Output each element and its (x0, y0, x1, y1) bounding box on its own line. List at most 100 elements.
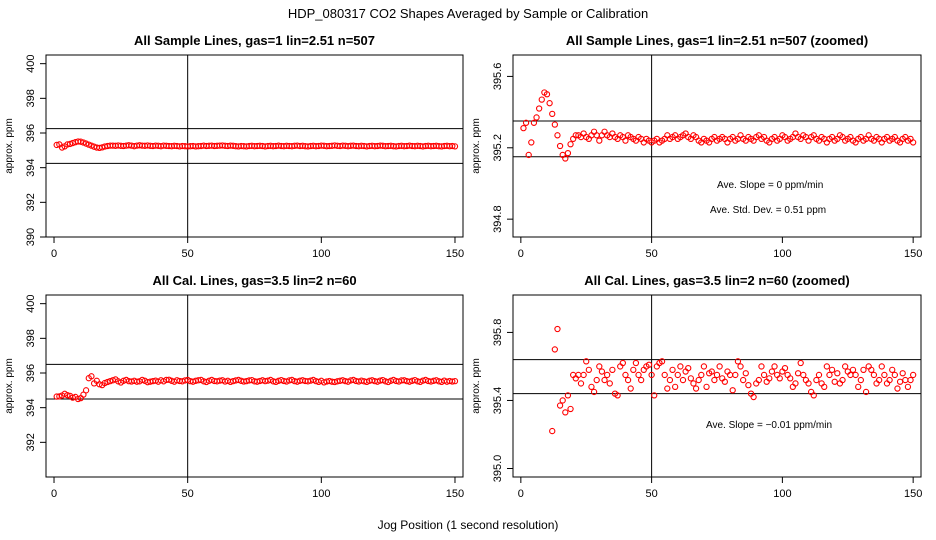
data-point (449, 142, 456, 150)
data-point (721, 378, 728, 385)
y-tick-label: 395.4 (492, 387, 504, 415)
x-tick-label: 50 (645, 248, 657, 260)
y-tick-label: 400 (25, 294, 37, 312)
x-tick-label: 0 (518, 488, 524, 500)
data-point (672, 383, 679, 391)
data-point (781, 364, 789, 372)
data-point (740, 376, 747, 384)
y-tick-label: 398 (25, 329, 37, 347)
data-point (622, 371, 629, 379)
data-point (828, 366, 836, 373)
data-point (554, 132, 561, 139)
data-point (107, 377, 114, 385)
data-point (904, 383, 912, 391)
data-point (794, 370, 802, 377)
data-point (606, 380, 613, 387)
data-point (530, 119, 538, 126)
data-point (787, 375, 794, 382)
y-tick-label: 392 (25, 193, 37, 211)
data-point (860, 366, 867, 373)
data-point (666, 376, 674, 384)
panels: All Sample Lines, gas=1 lin=2.51 n=507 0 5… (4, 33, 922, 500)
data-point (77, 138, 84, 145)
data-point (536, 105, 543, 112)
data-point (813, 376, 820, 384)
data-point (661, 371, 668, 379)
data-point (899, 370, 906, 377)
data-point (139, 376, 146, 384)
data-point (630, 366, 637, 373)
data-point (562, 409, 569, 416)
data-point (593, 376, 600, 384)
chart-panel-3: All Cal. Lines, gas=3.5 lin=2 n=60 0 50 100… (4, 273, 464, 500)
data-point (750, 393, 757, 401)
x-tick-label: 0 (51, 248, 57, 260)
data-point (690, 380, 697, 387)
data-point (598, 368, 606, 375)
data-point (831, 378, 838, 385)
data-point (556, 402, 564, 409)
data-point (889, 366, 896, 373)
data-point (596, 137, 603, 144)
figure-title: HDP_080317 CO2 Shapes Averaged by Sample… (288, 6, 648, 21)
data-point (755, 376, 762, 384)
y-tick-label: 394 (25, 398, 37, 416)
x-tick-label: 50 (182, 488, 194, 500)
data-point (910, 371, 917, 379)
data-point (543, 91, 551, 98)
data-point (692, 385, 700, 392)
y-tick-label: 400 (25, 54, 37, 72)
data-point (862, 388, 870, 396)
chart-annotation: Ave. Std. Dev. = 0.51 ppm (710, 205, 826, 216)
data-point (870, 371, 878, 379)
data-point (56, 393, 63, 400)
y-tick-label: 394 (25, 158, 37, 176)
data-point (556, 142, 564, 150)
data-point (74, 395, 82, 403)
x-tick-label: 150 (904, 488, 922, 500)
plot-frame (45, 54, 464, 238)
data-point (658, 358, 666, 365)
data-point (679, 376, 687, 384)
data-point (551, 121, 558, 128)
data-point (632, 359, 640, 367)
data-point (687, 375, 694, 382)
data-point (839, 376, 846, 384)
data-point (792, 380, 799, 387)
x-tick-label: 150 (446, 488, 464, 500)
data-point (601, 376, 608, 384)
data-point (771, 363, 778, 370)
x-tick-label: 150 (446, 248, 464, 260)
chart-annotation: Ave. Slope = 0 ppm/min (717, 180, 823, 191)
data-point (907, 376, 914, 384)
data-point (876, 376, 883, 384)
data-point (619, 359, 626, 367)
y-axis-label: approx. ppm (4, 358, 15, 414)
data-point (821, 383, 828, 391)
data-point (842, 363, 849, 370)
y-tick-label: 395.6 (492, 63, 504, 91)
data-point (614, 392, 621, 399)
x-tick-label: 150 (904, 248, 922, 260)
data-point (627, 385, 634, 392)
data-point (533, 114, 540, 121)
data-point (815, 371, 823, 379)
data-point (823, 363, 830, 370)
data-point (713, 371, 721, 379)
data-point (66, 140, 74, 148)
data-point (745, 381, 752, 389)
chart-annotation: Ave. Slope = −0.01 ppm/min (706, 420, 832, 431)
y-axis-label: approx. ppm (471, 118, 482, 174)
data-point (768, 368, 776, 375)
data-point (742, 370, 749, 377)
data-point (133, 378, 141, 385)
data-point (64, 392, 71, 399)
data-point (700, 363, 708, 370)
x-tick-label: 50 (645, 488, 657, 500)
x-tick-label: 100 (773, 248, 791, 260)
data-point (235, 376, 242, 384)
x-tick-label: 0 (518, 248, 524, 260)
data-point (546, 100, 553, 107)
data-point (766, 375, 773, 382)
